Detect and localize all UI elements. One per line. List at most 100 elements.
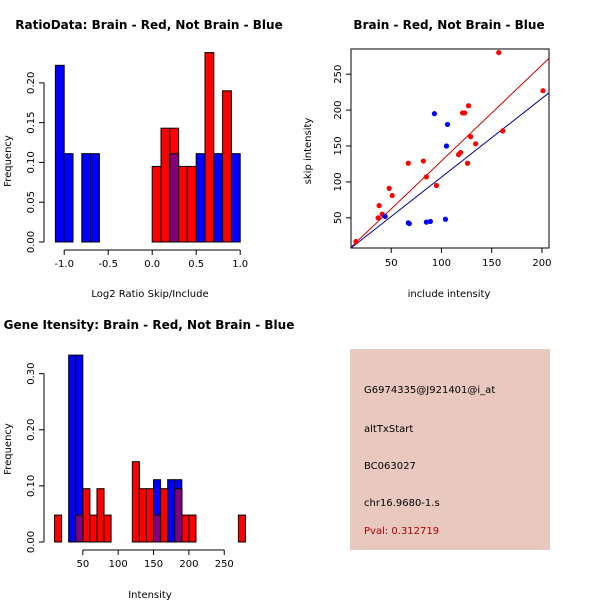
ratio-histogram: RatioData: Brain - Red, Not Brain - Blue…	[3, 18, 283, 300]
scatter-point-not-brain	[406, 220, 412, 227]
scatter-axes: 50 100 150 200 50 100 150 200 250	[333, 65, 552, 269]
ratio-hist-x-tick-label: 0.0	[144, 259, 160, 270]
intensity-histogram-title: Gene Itensity: Brain - Red, Not Brain - …	[4, 318, 295, 332]
scatter-points	[353, 49, 546, 245]
intensity-hist-y-tick-label: 0.20	[26, 419, 37, 441]
intensity-hist-bar-not-brain	[75, 354, 84, 543]
scatter-point-not-brain	[382, 213, 388, 219]
scatter-plot-box	[350, 48, 550, 249]
ratio-hist-bar-not-brain	[63, 153, 74, 243]
intensity-hist-bar-brain	[138, 488, 147, 543]
ratio-hist-y-tick-label: 0.20	[26, 72, 37, 94]
intensity-hist-x-tick-label: 100	[109, 559, 128, 570]
scatter-point-brain	[433, 182, 440, 189]
intensity-scatter: Brain - Red, Not Brain - Blue include in…	[303, 18, 552, 300]
scatter-point-not-brain	[443, 143, 450, 149]
intensity-histogram: Gene Itensity: Brain - Red, Not Brain - …	[3, 318, 294, 600]
scatter-point-brain	[461, 110, 468, 116]
probe-info-panel: G6974335@J921401@i_at altTxStart BC06302…	[350, 349, 550, 550]
ratio-hist-x-tick-label: -0.5	[98, 259, 118, 270]
intensity-hist-bar-brain	[54, 514, 63, 543]
scatter-y-tick-label: 250	[333, 65, 344, 84]
ratio-histogram-ylabel: Frequency	[3, 135, 14, 187]
scatter-point-not-brain	[427, 218, 434, 225]
accession-id: BC063027	[364, 461, 416, 472]
ratio-hist-bar-not-brain	[213, 153, 224, 243]
scatter-fit-line-brain	[350, 57, 550, 248]
ratio-hist-bar-not-brain	[54, 64, 65, 243]
intensity-hist-y-tick-label: 0.00	[26, 531, 37, 553]
ratio-hist-bar-not-brain	[230, 153, 241, 243]
scatter-point-brain	[353, 238, 359, 245]
intensity-hist-bar-overlap	[75, 514, 84, 543]
ratio-hist-bar-not-brain	[195, 153, 206, 243]
scatter-point-brain	[375, 215, 381, 221]
scatter-point-brain	[386, 185, 392, 191]
scatter-y-tick-label: 50	[333, 211, 344, 224]
scatter-point-not-brain	[431, 111, 438, 117]
probe-id: G6974335@J921401@i_at	[364, 385, 496, 396]
scatter-point-brain	[540, 88, 546, 94]
intensity-hist-bar-brain	[181, 514, 190, 543]
intensity-hist-bar-overlap	[174, 488, 183, 543]
ratio-hist-bar-not-brain	[81, 153, 92, 243]
ratio-histogram-bars	[54, 52, 241, 243]
intensity-histogram-axes: 50 100 150 200 250 0.00 0.10 0.20 0.30	[26, 363, 234, 570]
ratio-hist-x-tick-label: 1.0	[232, 259, 248, 270]
ratio-hist-y-tick-label: 0.15	[26, 111, 37, 133]
scatter-point-brain	[468, 134, 474, 140]
intensity-hist-bar-brain	[237, 514, 246, 543]
ratio-hist-bar-brain	[204, 52, 215, 243]
locus-id: chr16.9680-1.s	[364, 498, 440, 509]
scatter-x-tick-label: 150	[482, 258, 501, 269]
ratio-histogram-title: RatioData: Brain - Red, Not Brain - Blue	[15, 18, 282, 32]
scatter-y-tick-label: 100	[333, 172, 344, 191]
scatter-x-tick-label: 100	[432, 258, 451, 269]
ratio-hist-bar-brain	[186, 165, 197, 243]
ratio-hist-bar-not-brain	[90, 153, 100, 243]
intensity-hist-x-tick-label: 250	[215, 559, 234, 570]
scatter-point-not-brain	[444, 121, 451, 128]
scatter-xlabel: include intensity	[408, 289, 491, 300]
ratio-hist-y-tick-label: 0.00	[26, 231, 37, 253]
scatter-point-brain	[389, 192, 395, 199]
intensity-hist-bar-brain	[82, 488, 91, 543]
scatter-x-tick-label: 200	[532, 258, 551, 269]
scatter-y-tick-label: 150	[333, 136, 344, 155]
intensity-hist-x-tick-label: 200	[179, 559, 198, 570]
scatter-point-brain	[500, 128, 506, 134]
ratio-hist-bar-brain	[222, 90, 232, 243]
scatter-fit-lines	[350, 57, 550, 249]
scatter-point-brain	[376, 203, 382, 209]
ratio-hist-x-tick-label: -1.0	[54, 259, 74, 270]
intensity-histogram-bars	[54, 354, 246, 543]
ratio-hist-bar-brain	[178, 165, 188, 243]
scatter-point-brain	[457, 149, 464, 156]
scatter-x-tick-label: 50	[385, 258, 398, 269]
ratio-hist-y-tick-label: 0.05	[26, 191, 37, 213]
intensity-hist-bar-brain	[188, 514, 197, 543]
intensity-hist-bar-overlap	[153, 514, 162, 543]
scatter-point-brain	[464, 160, 471, 166]
ratio-hist-y-tick-label: 0.10	[26, 151, 37, 173]
p-value: Pval: 0.312719	[364, 526, 440, 537]
ratio-hist-x-tick-label: 0.5	[188, 259, 204, 270]
intensity-hist-bar-brain	[160, 488, 169, 543]
scatter-point-brain	[423, 174, 429, 180]
intensity-hist-x-tick-label: 50	[76, 559, 89, 570]
scatter-point-brain	[465, 103, 472, 109]
intensity-hist-x-tick-label: 150	[144, 559, 163, 570]
intensity-hist-y-tick-label: 0.10	[26, 475, 37, 497]
scatter-title: Brain - Red, Not Brain - Blue	[353, 18, 544, 32]
scatter-point-brain	[420, 158, 426, 164]
intensity-hist-bar-brain	[89, 514, 98, 543]
ratio-hist-bar-brain	[151, 165, 162, 243]
event-type: altTxStart	[364, 424, 414, 435]
scatter-y-tick-label: 200	[333, 101, 344, 120]
intensity-hist-bar-not-brain	[167, 479, 176, 543]
ratio-histogram-axes: -1.0 -0.5 0.0 0.5 1.0 0.00 0.05 0.10 0.15 0.20	[26, 72, 248, 270]
scatter-point-brain	[405, 160, 411, 166]
intensity-histogram-ylabel: Frequency	[3, 423, 14, 475]
ratio-hist-bar-overlap	[169, 153, 180, 243]
